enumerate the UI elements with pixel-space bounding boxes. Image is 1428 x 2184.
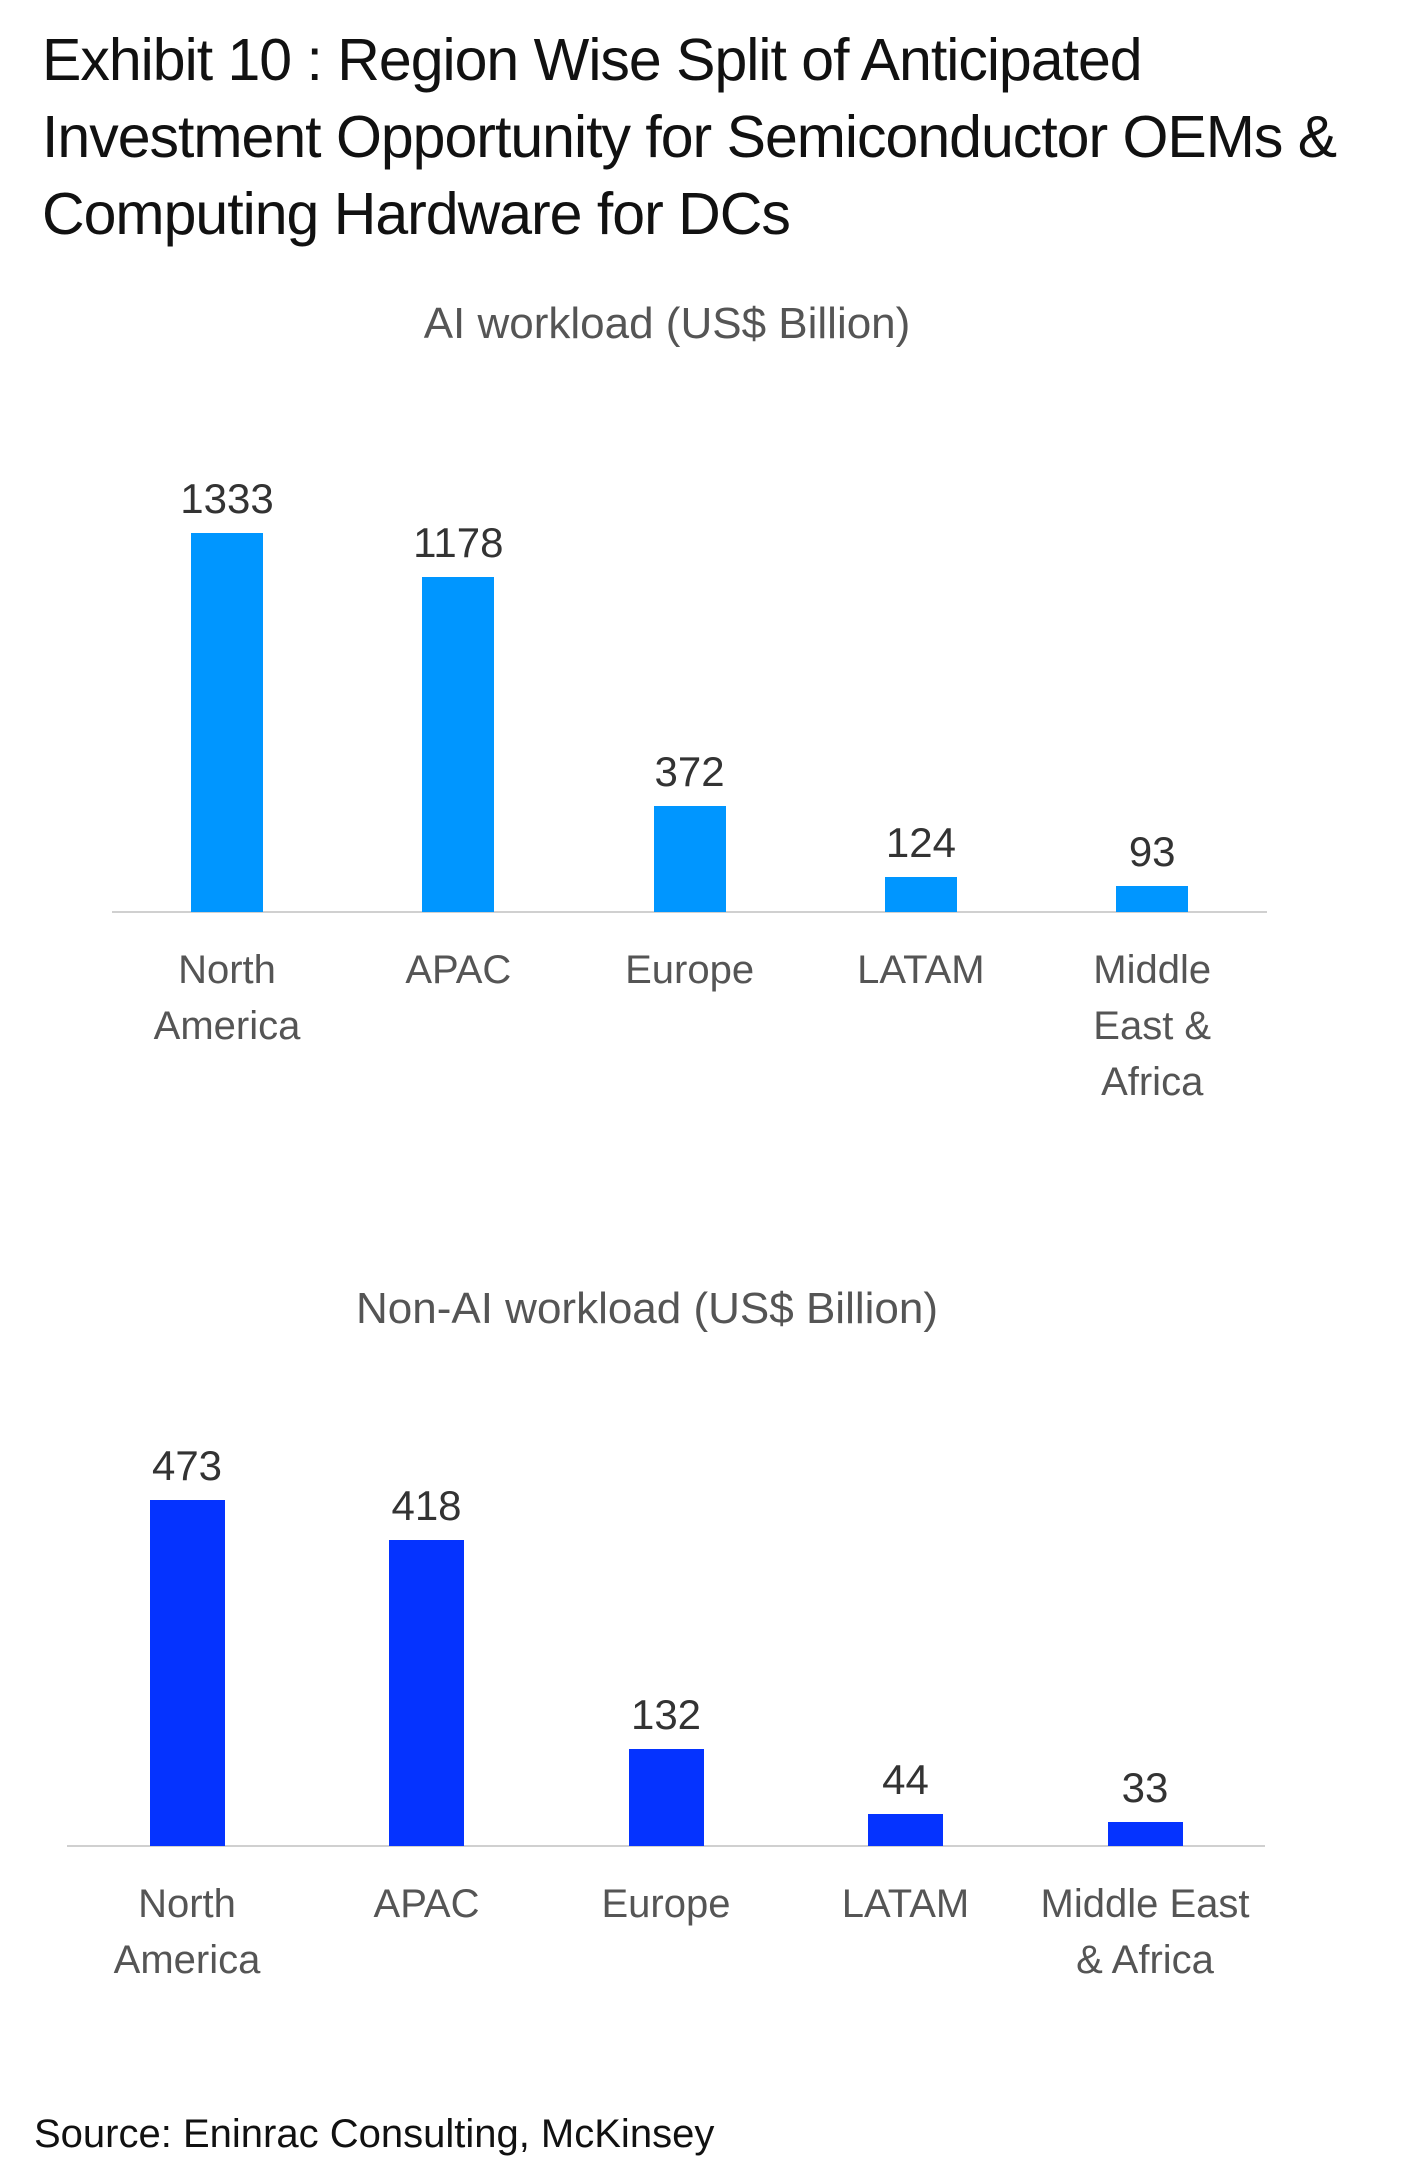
x-tick-label: North America	[113, 1882, 261, 1982]
value-label: 1333	[180, 475, 274, 522]
x-tick-label: Europe	[625, 948, 755, 992]
value-label: 1178	[413, 519, 504, 567]
value-label: 124	[885, 818, 956, 866]
x-tick-label: North America	[153, 948, 301, 1048]
x-tick-label: APAC	[405, 948, 512, 992]
chart-subtitle: AI workload (US$ Billion)	[423, 299, 911, 348]
value-label: 93	[1128, 827, 1176, 875]
x-tick-label: LATAM	[857, 948, 985, 992]
chart-subtitle: Non-AI workload (US$ Billion)	[356, 1284, 938, 1333]
x-tick-label: LATAM	[841, 1882, 970, 1926]
value-label: 473	[151, 1442, 223, 1489]
x-tick-label: APAC	[373, 1882, 480, 1926]
x-axis-line	[67, 1845, 1265, 1847]
bar	[628, 1749, 704, 1846]
bar	[1116, 885, 1189, 912]
source-note: Source: Eninrac Consulting, McKinsey	[34, 2112, 715, 2156]
bar	[389, 1540, 464, 1846]
bar	[884, 876, 957, 912]
bar	[149, 1500, 225, 1846]
value-label: 33	[1121, 1763, 1169, 1811]
bar	[868, 1813, 943, 1846]
value-label: 132	[630, 1691, 702, 1739]
x-tick-label: Europe	[601, 1882, 731, 1926]
bar	[422, 577, 495, 912]
x-axis-line	[112, 911, 1267, 913]
value-label: 372	[654, 748, 725, 796]
bar	[1107, 1821, 1183, 1846]
x-tick-label: Middle East & Africa	[1093, 948, 1212, 1104]
page-title: Exhibit 10 : Region Wise Split of Antici…	[42, 27, 1337, 247]
x-tick-label: Middle East & Africa	[1040, 1882, 1250, 1982]
bar	[191, 533, 263, 912]
bar	[653, 806, 726, 912]
value-label: 44	[882, 1755, 929, 1803]
value-label: 418	[391, 1482, 462, 1530]
